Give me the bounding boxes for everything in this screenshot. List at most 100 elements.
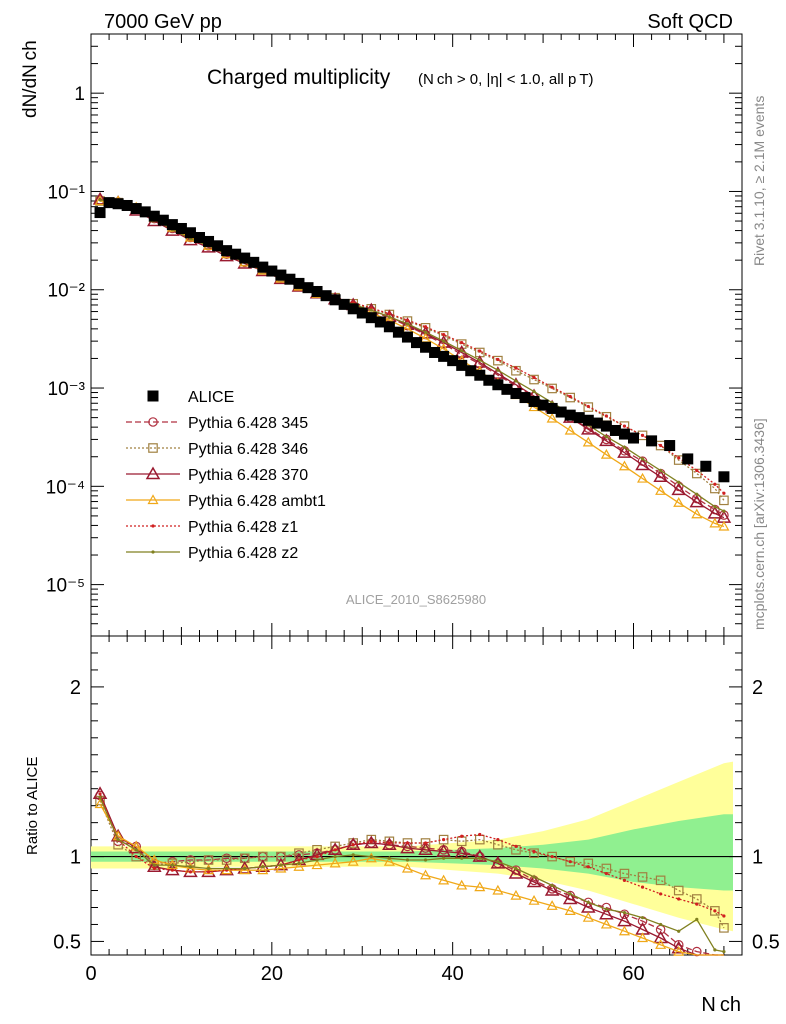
data-point	[532, 849, 536, 854]
data-point	[713, 505, 717, 509]
data-point	[203, 864, 215, 875]
data-point	[320, 290, 332, 302]
data-point	[194, 232, 205, 244]
main-panel: 10⁻⁵ 10⁻⁴ 10⁻³ 10⁻² 10⁻¹ 1	[46, 33, 743, 637]
data-point	[405, 322, 410, 326]
data-point	[147, 390, 159, 402]
data-point	[145, 466, 161, 480]
data-point	[547, 383, 557, 394]
data-point	[659, 922, 663, 927]
data-point	[206, 866, 211, 871]
data-point	[722, 950, 726, 954]
legend: ALICE Pythia 6.428 345 Pythia 6.428 346 Pyt…	[126, 389, 326, 562]
energy-label: 7000 GeV pp	[104, 11, 222, 33]
data-point	[460, 834, 464, 838]
process-label: Soft QCD	[647, 11, 733, 33]
data-point	[718, 471, 730, 483]
legend-entry: Pythia 6.428 370	[126, 466, 308, 484]
data-point	[564, 905, 576, 915]
x-tick-label: 40	[442, 963, 464, 985]
data-point	[442, 838, 446, 842]
mcplots-label: mcplots.cern.ch [arXiv:1306.3436]	[751, 418, 767, 630]
data-point	[583, 897, 594, 908]
data-point	[722, 509, 726, 513]
y-tick-label: 10⁻⁵	[46, 576, 85, 597]
data-point	[637, 472, 649, 483]
data-point	[151, 524, 155, 528]
y-tick-label: 10⁻³	[48, 379, 86, 400]
data-point	[568, 394, 572, 399]
data-point	[405, 841, 410, 845]
data-point	[423, 858, 428, 862]
data-point	[165, 862, 180, 876]
data-point	[659, 892, 663, 896]
data-point	[369, 854, 373, 859]
data-point	[586, 865, 590, 869]
data-point	[653, 469, 668, 483]
series-line	[99, 199, 725, 512]
data-point	[184, 227, 196, 239]
data-point	[423, 841, 428, 845]
main-x-ticks	[90, 34, 725, 636]
data-point	[604, 414, 608, 418]
data-point	[677, 929, 681, 933]
data-point	[188, 870, 193, 874]
data-point	[600, 448, 612, 459]
main-y-ticks: 10⁻⁵ 10⁻⁴ 10⁻³ 10⁻² 10⁻¹ 1	[46, 33, 742, 637]
data-point	[568, 860, 572, 864]
data-point	[514, 379, 518, 383]
data-point	[112, 198, 124, 210]
data-point	[609, 424, 621, 436]
data-point	[719, 923, 729, 933]
data-point	[713, 482, 717, 486]
data-point	[294, 848, 304, 858]
data-point	[604, 871, 608, 876]
data-point	[695, 917, 699, 921]
data-point	[514, 366, 518, 370]
y-tick-label: 2	[752, 677, 763, 699]
data-point	[695, 492, 699, 496]
data-point	[225, 866, 229, 871]
data-point	[366, 834, 377, 845]
data-point	[405, 858, 410, 862]
data-point	[526, 874, 542, 888]
data-point	[550, 385, 554, 389]
data-point	[297, 858, 301, 862]
data-point	[98, 795, 102, 799]
x-tick-label: 0	[85, 963, 96, 985]
data-point	[622, 878, 627, 882]
data-point	[483, 374, 495, 386]
data-point	[221, 245, 233, 257]
data-point	[293, 277, 305, 289]
data-point	[622, 910, 627, 915]
data-point	[695, 902, 699, 906]
data-point	[166, 219, 178, 231]
data-point	[239, 864, 251, 875]
data-point	[493, 355, 503, 366]
data-point	[400, 840, 415, 854]
data-point	[420, 838, 431, 848]
data-point	[333, 848, 337, 852]
data-point	[257, 864, 269, 875]
data-point	[420, 341, 432, 353]
data-point	[212, 240, 224, 252]
data-point	[383, 855, 395, 866]
legend-label: Pythia 6.428 346	[188, 441, 308, 458]
data-point	[148, 210, 160, 222]
data-point	[691, 946, 702, 957]
data-point	[635, 457, 650, 471]
data-point	[327, 842, 343, 856]
data-point	[315, 858, 319, 862]
data-point	[148, 417, 158, 427]
data-point	[456, 339, 467, 349]
data-point	[671, 482, 687, 496]
data-point	[351, 853, 355, 857]
data-point	[695, 468, 699, 473]
y-tick-label: 10⁻¹	[48, 182, 86, 203]
legend-entry: Pythia 6.428 345	[126, 415, 308, 432]
data-point	[646, 435, 658, 447]
data-point	[496, 357, 500, 362]
data-point	[655, 939, 667, 949]
data-point	[618, 428, 630, 440]
data-point	[436, 335, 451, 348]
